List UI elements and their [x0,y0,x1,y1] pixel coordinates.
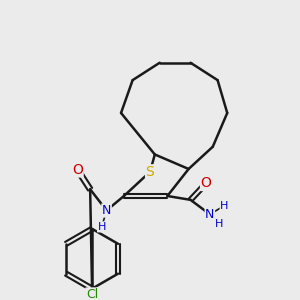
Text: N: N [102,204,111,217]
Text: H: H [220,201,229,211]
Text: N: N [205,208,214,221]
Text: O: O [201,176,212,190]
Text: S: S [146,165,154,179]
Text: Cl: Cl [86,288,98,300]
Text: H: H [98,222,106,232]
Text: H: H [215,219,224,229]
Text: O: O [72,163,83,177]
